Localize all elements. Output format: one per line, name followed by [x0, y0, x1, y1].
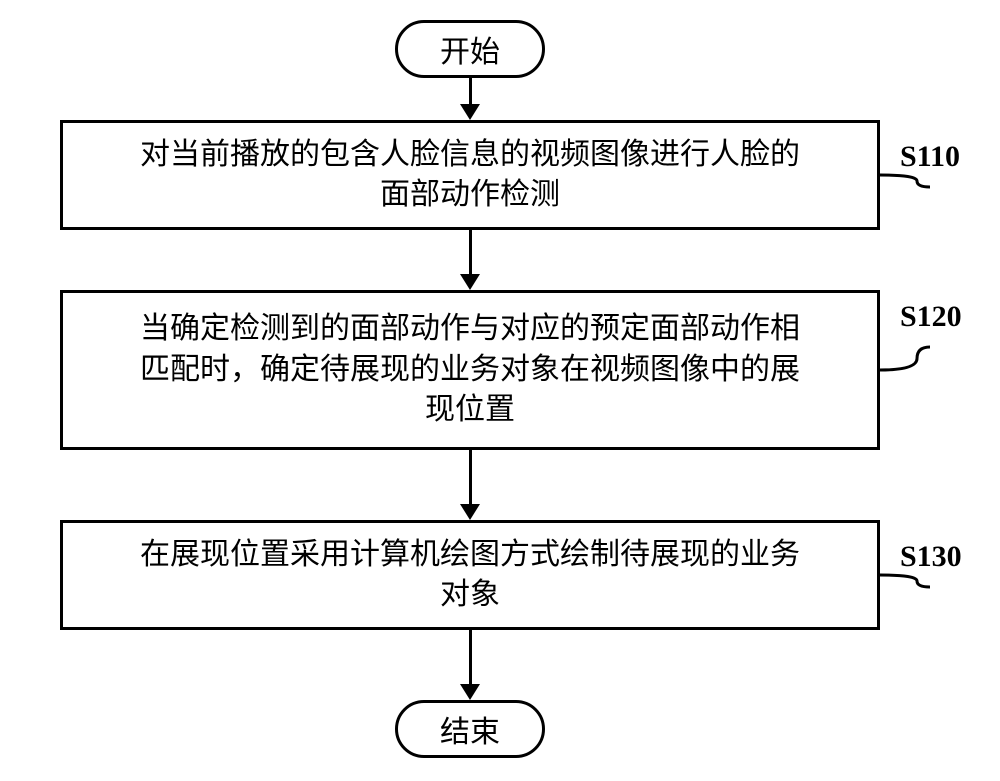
- connector-curves: [0, 0, 1000, 781]
- label-connector: [880, 575, 930, 587]
- label-connector: [880, 347, 930, 370]
- label-connector: [880, 175, 930, 187]
- flowchart-canvas: 开始 对当前播放的包含人脸信息的视频图像进行人脸的 面部动作检测 当确定检测到的…: [0, 0, 1000, 781]
